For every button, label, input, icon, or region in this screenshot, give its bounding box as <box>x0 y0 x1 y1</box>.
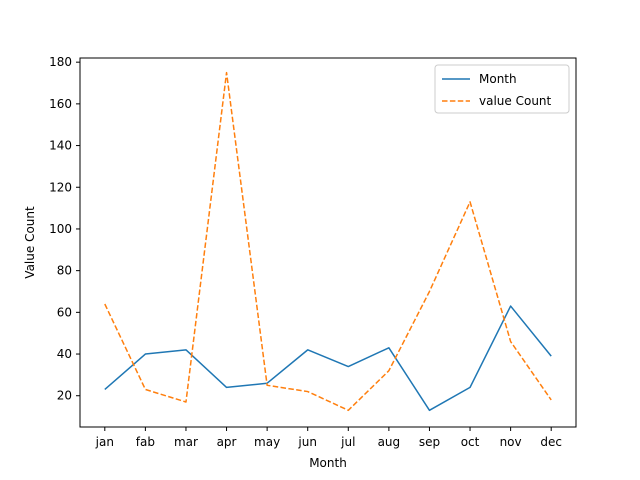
y-tick-label: 60 <box>57 305 72 319</box>
series-line-0 <box>104 305 552 412</box>
y-axis-label: Value Count <box>23 206 37 279</box>
x-tick-label: jul <box>340 435 355 449</box>
legend-label: value Count <box>479 94 552 108</box>
x-tick-label: apr <box>217 435 237 449</box>
x-tick-label: jan <box>95 435 114 449</box>
x-tick-label: jun <box>297 435 317 449</box>
legend: Month value Count <box>434 64 570 114</box>
x-axis-label: Month <box>309 456 347 470</box>
y-tick-label: 180 <box>49 55 72 69</box>
y-tick-label: 80 <box>57 264 72 278</box>
x-tick-label: fab <box>136 435 155 449</box>
y-axis: 20 40 60 80 100 120 140 160 180 <box>49 55 80 403</box>
y-tick-label: 140 <box>49 139 72 153</box>
series-line-1 <box>104 71 552 412</box>
x-tick-label: sep <box>419 435 440 449</box>
x-tick-label: oct <box>461 435 480 449</box>
x-tick-label: mar <box>174 435 198 449</box>
y-tick-label: 20 <box>57 389 72 403</box>
x-tick-label: dec <box>540 435 562 449</box>
plot-lines <box>104 71 552 412</box>
y-tick-label: 120 <box>49 180 72 194</box>
x-tick-label: aug <box>378 435 401 449</box>
y-tick-label: 100 <box>49 222 72 236</box>
plot-frame <box>79 57 577 428</box>
y-tick-label: 40 <box>57 347 72 361</box>
legend-label: Month <box>479 72 517 86</box>
x-axis: jan fab mar apr may jun jul aug sep oct nov dec <box>95 427 562 449</box>
x-tick-label: nov <box>500 435 522 449</box>
y-tick-label: 160 <box>49 97 72 111</box>
x-tick-label: may <box>254 435 280 449</box>
